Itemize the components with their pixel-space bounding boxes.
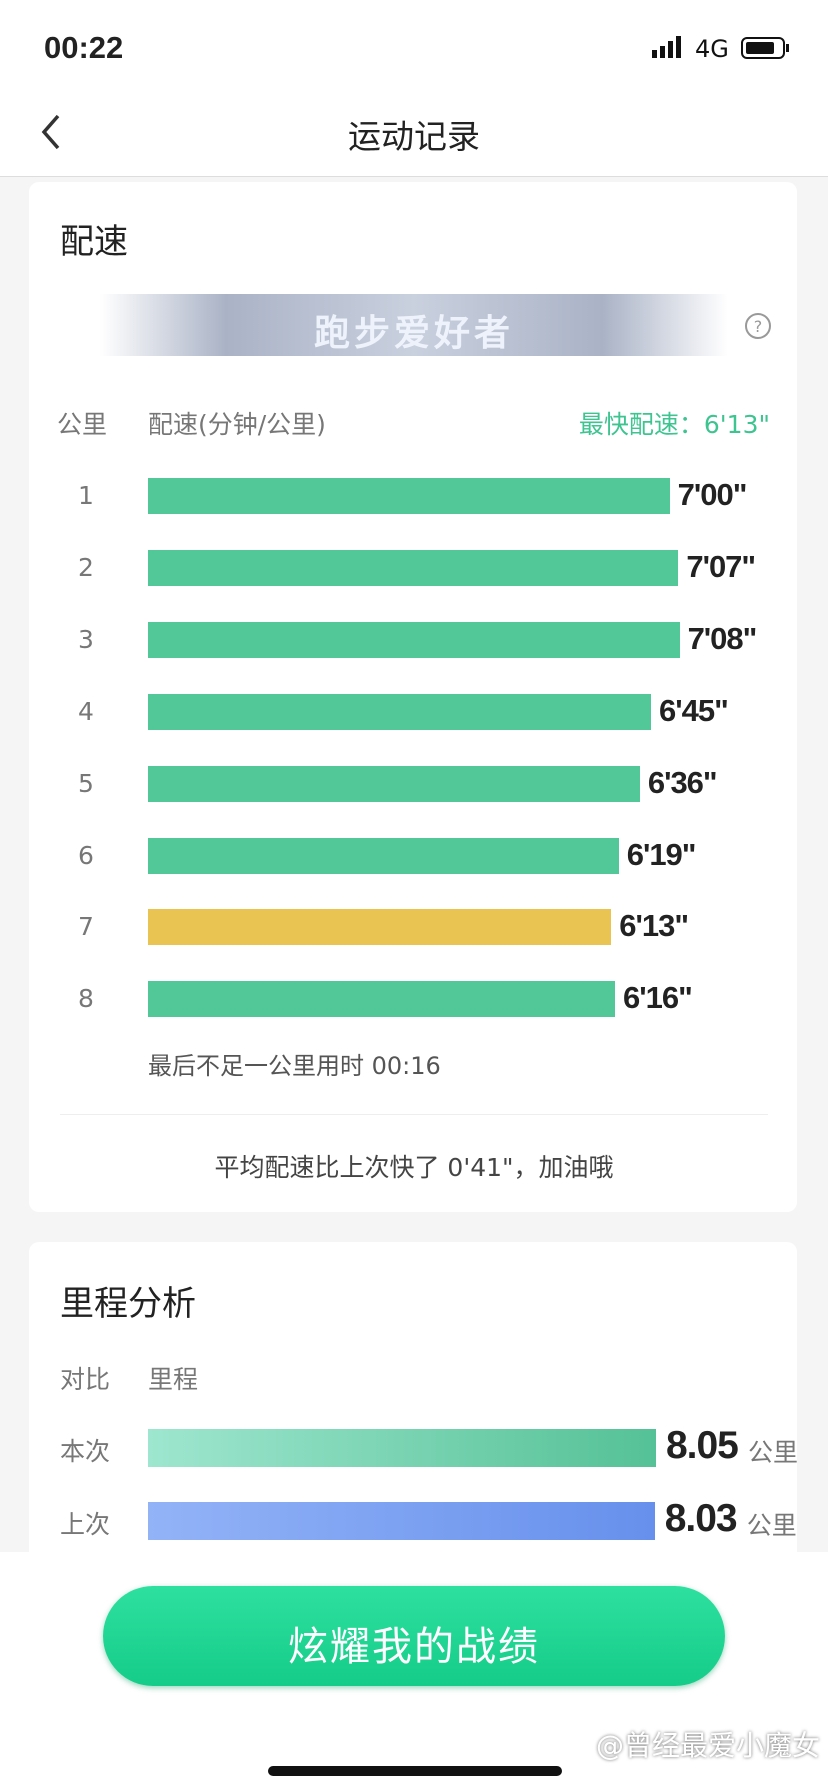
pace-bar: [148, 981, 615, 1018]
badge-text: 跑步爱好者: [313, 313, 514, 354]
divider: [60, 1114, 768, 1115]
distance-value: 8.05: [665, 1424, 739, 1467]
pace-value: 6'36": [647, 764, 718, 800]
share-button[interactable]: [103, 1586, 725, 1686]
km-label: 2: [78, 552, 94, 582]
remainder: 最后不足一公里用时 00:16: [148, 1052, 441, 1080]
summary: 平均配速比上次快了 0'41"，加油哦: [214, 1153, 614, 1182]
pace-bar: [148, 621, 680, 658]
share-button-text[interactable]: 炫耀我的战绩: [288, 1624, 540, 1670]
km-label: 3: [78, 624, 94, 654]
km-label: 6: [78, 840, 94, 870]
column-header: 里程: [148, 1365, 199, 1394]
card-title: 里程分析: [60, 1284, 196, 1324]
pace-value: 7'08": [687, 620, 758, 656]
back-button[interactable]: [36, 112, 66, 152]
nav-title: 运动记录: [348, 117, 480, 156]
distance-unit: 公里: [746, 1511, 797, 1540]
distance-unit: 公里: [747, 1438, 798, 1467]
status-bar: [0, 0, 828, 177]
card-title: 配速: [60, 222, 128, 262]
badge: [100, 294, 728, 356]
pace-bar: [148, 693, 651, 730]
fastest-value: 6'13": [703, 410, 770, 439]
clock: 00:22: [44, 30, 124, 65]
distance-value: 8.03: [664, 1497, 738, 1540]
svg-text:?: ?: [754, 317, 763, 336]
pace-bar: [148, 549, 679, 586]
pace-value: 6'13": [619, 908, 689, 944]
fastest-label: 最快配速：: [578, 410, 704, 439]
km-label: 5: [78, 768, 94, 798]
help-icon[interactable]: ?: [743, 311, 773, 341]
column-header: 公里: [57, 410, 108, 439]
column-header: 对比: [60, 1365, 111, 1394]
pace-bar: [148, 765, 640, 802]
pace-value: 7'07": [686, 548, 756, 584]
km-label: 1: [78, 481, 94, 510]
watermark: @曾经最爱小魔女: [595, 1729, 820, 1762]
pace-value: 7'00": [677, 477, 748, 512]
network: 4G: [695, 35, 729, 63]
pace-value: 6'45": [659, 692, 729, 728]
status-icons: [652, 36, 789, 59]
km-label: 7: [78, 912, 94, 942]
km-label: 8: [78, 984, 94, 1014]
distance-bar: [148, 1502, 655, 1540]
pace-value: 6'16": [622, 980, 693, 1016]
home-indicator: [268, 1766, 562, 1776]
fastest-pace: 最快配速：6'13": [579, 405, 770, 441]
pace-bar: [148, 909, 612, 946]
compare-label: 本次: [60, 1437, 111, 1466]
pace-bar: [148, 837, 619, 874]
km-label: 4: [78, 696, 94, 726]
pace-value: 6'19": [626, 836, 697, 872]
compare-label: 上次: [60, 1510, 111, 1539]
distance-bar: [148, 1429, 656, 1467]
column-header: 配速(分钟/公里): [148, 410, 326, 439]
pace-bar: [148, 478, 670, 514]
